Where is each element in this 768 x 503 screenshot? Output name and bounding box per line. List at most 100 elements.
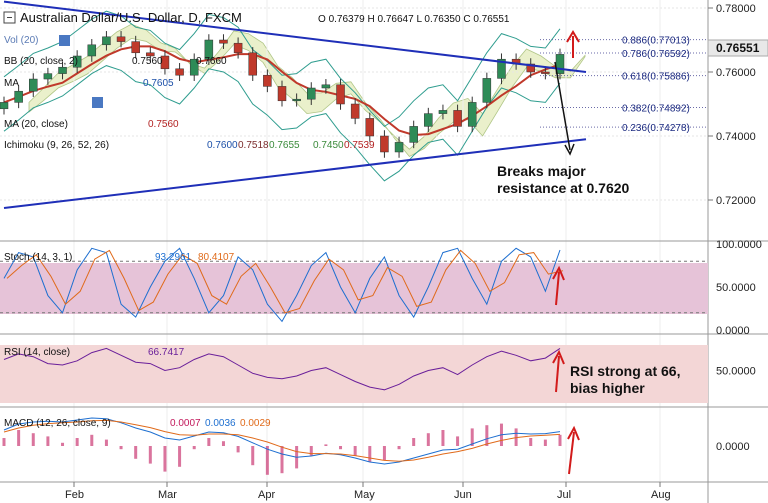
ma-label[interactable]: MA — [4, 78, 19, 89]
candle-body — [146, 52, 155, 57]
moving-average-line — [3, 45, 561, 137]
macd-histogram-bar — [90, 434, 94, 446]
stoch-d-line — [6, 249, 564, 314]
candle-body — [160, 55, 170, 70]
macd-histogram-bar — [485, 425, 489, 446]
candle-body — [438, 110, 448, 114]
bb-value: 0.7660 — [196, 56, 227, 67]
candle-body — [365, 118, 375, 137]
last-price-tag — [707, 39, 768, 57]
candle-body — [292, 98, 301, 102]
candle-body — [14, 90, 23, 103]
stoch-pane — [0, 247, 708, 323]
stoch-label[interactable]: Stoch (14, 3, 1) — [4, 252, 72, 263]
macd-tick-label: 0.0000 — [716, 441, 750, 453]
macd-histogram-bar — [441, 430, 445, 446]
time-tick-label: Jun — [454, 489, 472, 501]
macd-histogram-bar — [134, 446, 138, 459]
macd-histogram-bar — [46, 436, 50, 446]
candle-body — [102, 36, 111, 46]
candle-body — [131, 41, 140, 54]
up-arrow-head — [567, 425, 580, 441]
settings-icon[interactable] — [92, 97, 103, 108]
candle-body — [467, 102, 477, 127]
macd-histogram-bar — [265, 446, 269, 475]
macd-histogram-bar — [456, 436, 460, 446]
stoch-tick-label: 100.0000 — [716, 239, 762, 251]
bb-label[interactable]: BB (20, close, 2) — [4, 56, 78, 67]
macd-value: 0.0029 — [240, 418, 271, 429]
macd-histogram-bar — [382, 446, 386, 461]
candle-body — [336, 84, 345, 105]
breakout-annotation: Breaks major resistance at 0.7620 — [497, 163, 630, 196]
time-tick-label: Mar — [158, 489, 177, 501]
bollinger-lower-line — [3, 65, 561, 182]
macd-histogram-bar — [104, 439, 108, 446]
down-arrow — [554, 61, 571, 151]
candle-body — [189, 58, 199, 76]
macd-label[interactable]: MACD (12, 26, close, 9) — [4, 418, 111, 429]
bb-value: 0.7605 — [143, 78, 174, 89]
ichimoku-value: 0.7539 — [344, 140, 375, 151]
ichimoku-value: 0.7600 — [207, 140, 238, 151]
ma20-value: 0.7560 — [148, 119, 179, 130]
macd-histogram-bar — [192, 446, 196, 450]
price-tick-label: 0.72000 — [716, 195, 756, 207]
fib-label: 0.382(0.74892) — [622, 103, 690, 114]
macd-histogram-bar — [251, 446, 255, 466]
candle-body — [233, 42, 243, 54]
vol-label[interactable]: Vol (20) — [4, 35, 38, 46]
candle-body — [219, 39, 228, 44]
fib-label: 0.236(0.74278) — [622, 123, 690, 134]
macd-histogram-bar — [412, 438, 416, 446]
macd-value: 0.0007 — [170, 418, 201, 429]
settings-icon[interactable] — [59, 35, 70, 46]
bb-value: 0.7560 — [132, 56, 163, 67]
trendline-resistance — [3, 0, 587, 73]
stoch-band — [0, 263, 708, 314]
fib-label: 0.618(0.75886) — [622, 72, 690, 83]
axes: 0.78000 0.76000 0.74000 0.72000 Feb Mar Apr May… — [65, 3, 762, 501]
macd-histogram-bar — [470, 428, 474, 446]
candle-body — [321, 84, 331, 89]
ichimoku-value: 0.7518 — [238, 140, 269, 151]
macd-histogram-bar — [529, 438, 533, 446]
candle-body — [43, 73, 53, 80]
macd-histogram-bar — [339, 446, 343, 450]
macd-histogram-bar — [543, 439, 547, 446]
fib-label: 0.786(0.76592) — [622, 49, 690, 60]
up-arrow — [568, 431, 575, 475]
candle-body — [409, 126, 418, 143]
candle-body — [394, 142, 404, 153]
candle-body — [541, 71, 550, 74]
time-tick-label: Feb — [65, 489, 84, 501]
ma20-label[interactable]: MA (20, close) — [4, 119, 68, 130]
candle-body — [526, 63, 535, 73]
macd-histogram-bar — [236, 446, 240, 453]
stoch-d-value: 80.4107 — [198, 252, 235, 263]
macd-pane — [2, 417, 580, 475]
ichimoku-cloud — [28, 23, 586, 158]
macd-histogram-bar — [207, 438, 211, 446]
macd-histogram-bar — [31, 433, 35, 446]
candle-body — [72, 55, 82, 68]
rsi-annotation: RSI strong at 66, bias higher — [570, 363, 684, 396]
macd-histogram-bar — [75, 438, 79, 446]
ohlc-readout: O 0.76379 H 0.76647 L 0.76350 C 0.76551 — [318, 14, 510, 25]
candle-body — [263, 74, 272, 87]
macd-line — [3, 417, 561, 465]
candle-body — [116, 36, 126, 42]
rsi-value: 66.7417 — [148, 347, 185, 358]
candle-body — [380, 135, 389, 153]
macd-histogram-bar — [558, 434, 562, 446]
macd-histogram-bar — [309, 446, 313, 456]
candle-body — [248, 52, 257, 76]
rsi-label[interactable]: RSI (14, close) — [4, 347, 70, 358]
up-arrow-head — [552, 349, 565, 365]
candle-body — [482, 78, 492, 103]
last-price-value: 0.76551 — [716, 41, 760, 55]
price-pane: 0.886(0.77013) 0.786(0.76592) 0.618(0.7588… — [0, 0, 706, 209]
ichimoku-label[interactable]: Ichimoku (9, 26, 52, 26) — [4, 140, 109, 151]
candle-body — [307, 87, 316, 100]
